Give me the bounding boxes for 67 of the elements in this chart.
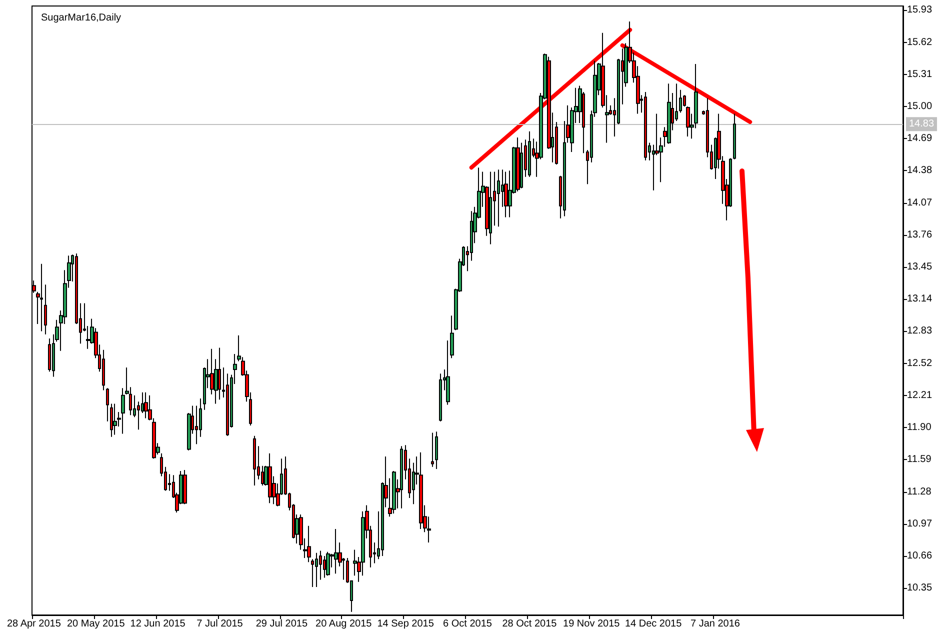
candlestick bbox=[489, 171, 492, 245]
x-tick-label: 20 Aug 2015 bbox=[316, 618, 372, 630]
candlestick bbox=[679, 89, 682, 114]
candlestick bbox=[334, 528, 338, 574]
x-tick-label: 20 May 2015 bbox=[66, 618, 126, 630]
candlestick bbox=[253, 435, 256, 486]
y-tick-label: 15.93 bbox=[907, 4, 932, 16]
x-tick-label: 7 Jan 2016 bbox=[690, 618, 740, 630]
y-tick-label: 12.21 bbox=[907, 390, 932, 401]
y-tick-label: 10.66 bbox=[907, 550, 932, 562]
y-tick-label: 11.59 bbox=[907, 454, 932, 466]
candlestick bbox=[307, 525, 311, 563]
candlestick bbox=[733, 113, 736, 160]
text: SugarMar16,Daily bbox=[41, 12, 122, 24]
y-tick-label: 12.83 bbox=[907, 326, 932, 337]
candlestick bbox=[113, 403, 117, 436]
y-tick-label: 15.00 bbox=[907, 100, 932, 112]
ref-line-label: 14.83 bbox=[909, 118, 934, 130]
candlestick bbox=[121, 388, 125, 434]
y-tick-label: 13.76 bbox=[907, 229, 932, 240]
y-tick-label: 14.07 bbox=[907, 197, 932, 208]
candlestick bbox=[439, 373, 442, 422]
x-tick-label: 29 Jul 2015 bbox=[256, 618, 308, 630]
candlestick bbox=[315, 552, 318, 588]
candlestick bbox=[435, 431, 438, 470]
candlestick bbox=[446, 340, 450, 406]
y-tick-label: 14.38 bbox=[907, 165, 932, 176]
x-tick-label: 12 Jun 2015 bbox=[130, 618, 186, 630]
y-tick-label: 10.35 bbox=[907, 582, 932, 594]
y-tick-label: 11.28 bbox=[907, 486, 932, 498]
y-tick-label: 10.97 bbox=[907, 518, 932, 530]
candlestick bbox=[106, 388, 109, 422]
x-tick-label: 28 Oct 2015 bbox=[502, 618, 558, 630]
x-tick-label: 28 Apr 2015 bbox=[6, 618, 62, 630]
candlestick bbox=[450, 315, 454, 359]
y-tick-label: 15.62 bbox=[907, 36, 932, 48]
x-tick-label: 19 Nov 2015 bbox=[563, 618, 620, 630]
candlestick bbox=[144, 392, 148, 419]
candlestick bbox=[497, 169, 500, 228]
candlestick bbox=[40, 263, 43, 332]
candlestick bbox=[686, 106, 690, 137]
candlestick bbox=[516, 137, 520, 192]
y-tick-label: 12.52 bbox=[907, 358, 932, 369]
x-tick-label: 14 Dec 2015 bbox=[624, 618, 682, 630]
x-tick-label: 7 Jul 2015 bbox=[196, 618, 244, 630]
y-tick-label: 14.69 bbox=[907, 133, 932, 144]
candlestick bbox=[183, 470, 187, 505]
y-tick-label: 13.14 bbox=[907, 294, 932, 305]
x-tick-label: 14 Sep 2015 bbox=[377, 618, 434, 630]
candlestick bbox=[419, 452, 423, 530]
candlestick bbox=[323, 555, 326, 578]
candlestick bbox=[268, 452, 272, 504]
candlestick bbox=[644, 91, 647, 161]
candlestick bbox=[218, 347, 221, 400]
candlestick bbox=[44, 284, 47, 335]
candlestick bbox=[326, 551, 330, 576]
y-tick-label: 11.90 bbox=[907, 422, 932, 434]
candlestick bbox=[667, 83, 671, 144]
candlestick bbox=[392, 470, 396, 514]
candlestick bbox=[528, 130, 531, 178]
x-tick-label: 6 Oct 2015 bbox=[443, 618, 492, 630]
y-tick-label: 15.31 bbox=[907, 68, 932, 80]
y-tick-label: 13.45 bbox=[907, 262, 932, 272]
candlestick bbox=[431, 432, 434, 468]
candlestick bbox=[110, 403, 113, 438]
candlestick bbox=[504, 171, 508, 218]
candlestick bbox=[400, 446, 403, 509]
